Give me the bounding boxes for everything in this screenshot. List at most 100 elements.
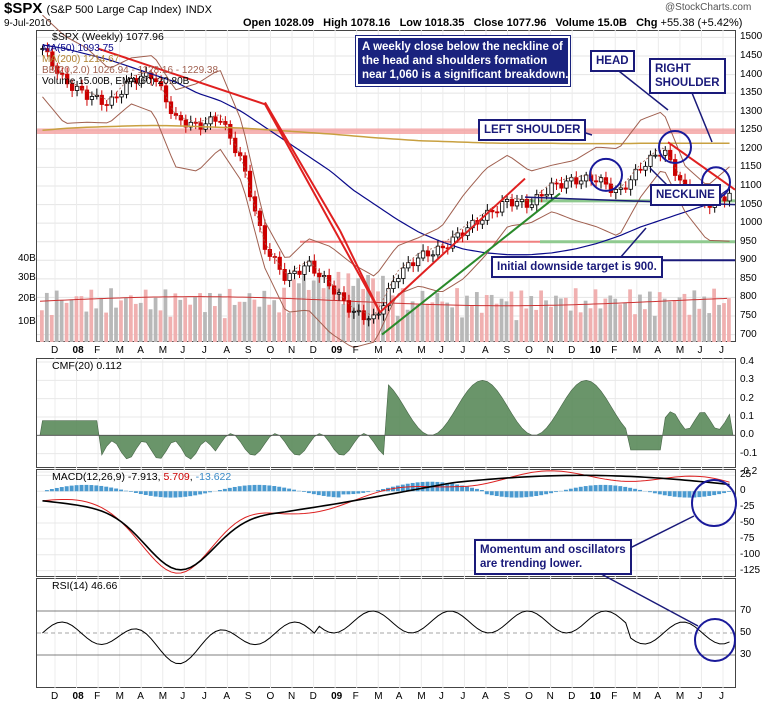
price-candle <box>509 198 515 207</box>
volume-bar <box>94 308 99 342</box>
macd-histogram-bar <box>652 491 657 494</box>
volume-bar <box>667 301 672 342</box>
price-candle <box>559 183 564 189</box>
macd-histogram-bar <box>460 485 465 492</box>
ma50-line <box>42 44 730 256</box>
macd-histogram-bar <box>173 491 178 498</box>
price-candle <box>79 85 85 91</box>
price-candle <box>208 116 213 125</box>
annotation-momentum: Momentum and oscillators are trending lo… <box>474 539 632 575</box>
month-label-bottom: J <box>697 691 703 702</box>
volume-bar <box>79 296 84 342</box>
volume-bar <box>40 310 44 342</box>
month-label-bottom: 08 <box>72 691 84 702</box>
volume-bar <box>183 297 188 342</box>
price-tick-label: 900 <box>740 254 757 266</box>
macd-histogram-bar <box>346 491 351 495</box>
price-candle <box>564 180 569 189</box>
volume-bar <box>336 271 341 342</box>
macd-histogram-bar <box>529 491 534 497</box>
month-label-bottom: M <box>158 691 168 702</box>
price-candle <box>425 250 431 257</box>
macd-histogram-bar <box>183 491 188 497</box>
price-candle <box>584 174 589 182</box>
volume-bar <box>143 289 148 342</box>
month-label-bottom: S <box>244 691 252 702</box>
bb-lower-line <box>42 96 730 348</box>
volume-bar <box>44 292 49 342</box>
volume-bar <box>173 293 178 342</box>
month-label-top: M <box>632 345 642 356</box>
macd-histogram-bar <box>178 491 183 498</box>
month-label-top: J <box>460 345 466 356</box>
macd-histogram-bar <box>336 491 341 498</box>
macd-histogram-bar <box>262 485 267 492</box>
volume-bar <box>49 314 54 342</box>
volume-bar <box>647 291 652 342</box>
month-label-bottom: A <box>654 691 662 702</box>
volume-tick-label: 20B <box>18 293 36 304</box>
macd-histogram-bar <box>217 489 222 492</box>
macd-histogram-bar <box>474 488 479 492</box>
macd-histogram-bar <box>69 485 74 492</box>
ohlc-row: Open 1028.09 High 1078.16 Low 1018.35 Cl… <box>243 17 743 29</box>
volume-bar <box>395 315 400 342</box>
price-candle <box>356 310 361 313</box>
month-label-bottom: D <box>51 691 59 702</box>
macd-histogram-bar <box>707 491 712 496</box>
price-candle <box>430 254 436 257</box>
macd-histogram-bar <box>554 491 558 493</box>
price-candle <box>495 211 500 214</box>
macd-histogram-bar <box>712 491 717 496</box>
volume-bar <box>84 311 89 342</box>
open-value: 1028.09 <box>274 17 314 29</box>
volume-bar <box>282 287 286 342</box>
macd-histogram-bar <box>381 488 385 492</box>
volume-bar <box>563 297 568 342</box>
macd-histogram-bar <box>682 491 687 498</box>
volume-bar <box>549 306 553 342</box>
macd-histogram-bar <box>351 491 356 495</box>
macd-histogram-bar <box>578 486 583 492</box>
price-tick-label: 1450 <box>740 50 763 61</box>
price-candle <box>346 300 352 313</box>
macd-histogram-bar <box>494 491 499 497</box>
macd-histogram-bar <box>697 491 702 498</box>
macd-histogram-bar <box>49 488 54 492</box>
volume-bar <box>262 290 267 342</box>
symbol-title: $SPX (S&P 500 Large Cap Index) INDX <box>4 0 212 17</box>
volume-bar <box>128 295 133 342</box>
month-label-bottom: F <box>611 691 618 702</box>
volume-bar <box>366 274 370 342</box>
price-candle <box>252 196 258 212</box>
price-candle <box>366 318 371 321</box>
volume-bar <box>351 285 356 342</box>
price-candle <box>104 104 109 106</box>
cmf-label: CMF(20) 0.112 <box>52 360 122 372</box>
macd-histogram-bar <box>504 491 509 498</box>
price-tick-label: 800 <box>740 291 757 303</box>
macd-histogram-bar <box>455 484 460 492</box>
volume-bar <box>203 312 207 342</box>
macd-histogram-bar <box>395 485 400 492</box>
month-label-bottom: J <box>201 691 207 702</box>
month-label-bottom: M <box>115 691 124 702</box>
macd-histogram-bar <box>188 491 193 497</box>
macd-circle <box>691 479 737 527</box>
month-label-top: D <box>51 345 59 356</box>
price-tick-label: 850 <box>740 272 757 284</box>
month-label-bottom: A <box>223 691 231 702</box>
month-label-bottom: A <box>395 691 403 702</box>
left-shoulder-circle <box>589 157 623 192</box>
rsi-tick-label: 30 <box>740 649 752 660</box>
volume-bar <box>479 312 484 342</box>
macd-histogram-bar <box>44 490 49 492</box>
month-label-top: 09 <box>331 345 343 356</box>
price-candle <box>574 177 579 185</box>
volume-bar <box>470 305 474 342</box>
price-candle <box>608 183 614 193</box>
volume-bar <box>707 313 712 342</box>
volume-bar <box>662 298 667 342</box>
month-label-top: S <box>244 345 252 356</box>
change-value: +55.38 (+5.42%) <box>660 17 743 29</box>
